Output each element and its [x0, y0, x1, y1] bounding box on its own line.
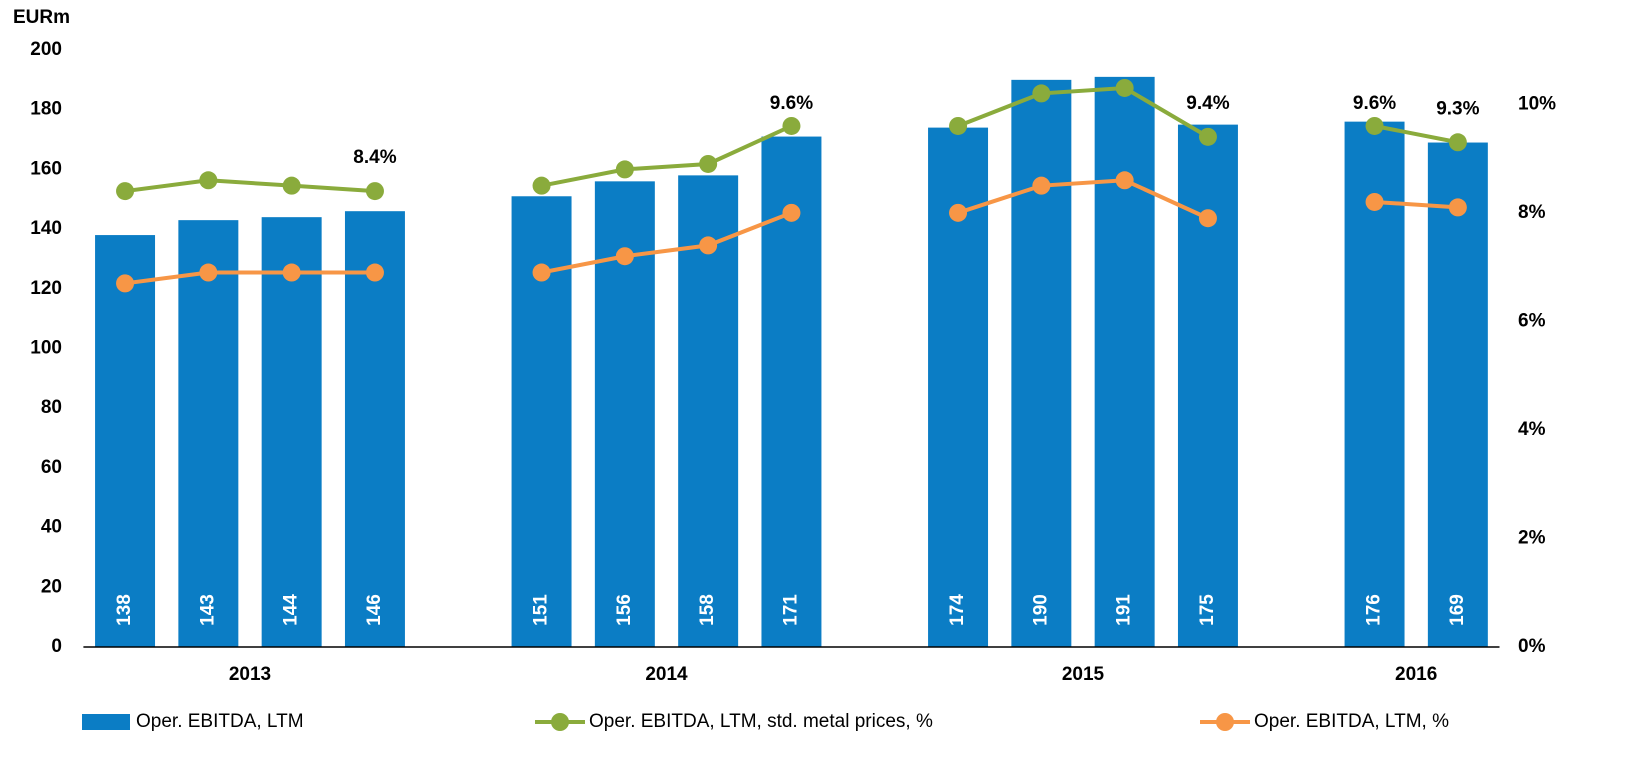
bar-value-label: 169: [1447, 594, 1468, 626]
y2-tick-label: 10%: [1518, 93, 1556, 114]
y-tick-label: 60: [41, 457, 62, 478]
marker: [699, 236, 718, 255]
y-tick-label: 20: [41, 576, 62, 597]
x-group-label: 2014: [645, 664, 688, 685]
bar-value-label: 146: [364, 594, 385, 626]
bar-value-label: 156: [614, 594, 635, 626]
marker: [1365, 192, 1384, 211]
bar-value-label: 175: [1197, 594, 1218, 626]
marker: [1198, 127, 1217, 146]
bar-value-label: 138: [114, 594, 135, 626]
bar: [261, 217, 322, 647]
bar-value-label: 171: [780, 594, 801, 626]
x-group-label: 2013: [229, 664, 271, 685]
marker: [1448, 198, 1467, 217]
marker: [199, 171, 218, 190]
marker: [949, 203, 968, 222]
y-tick-label: 40: [41, 517, 62, 538]
y2-tick-label: 8%: [1518, 202, 1546, 223]
marker: [1448, 133, 1467, 152]
data-label: 9.6%: [770, 93, 813, 114]
bar: [1177, 124, 1238, 647]
bar: [178, 220, 239, 647]
marker: [949, 116, 968, 135]
marker: [782, 203, 801, 222]
y-tick-label: 200: [30, 39, 62, 60]
marker: [1365, 116, 1384, 135]
y-axis-label: EURm: [13, 7, 70, 28]
legend-label: Oper. EBITDA, LTM, std. metal prices, %: [589, 711, 933, 732]
legend-label: Oper. EBITDA, LTM, %: [1254, 711, 1449, 732]
y-tick-label: 180: [30, 99, 62, 120]
y-tick-label: 80: [41, 397, 62, 418]
bar-value-label: 191: [1114, 594, 1135, 626]
marker: [1032, 84, 1051, 103]
x-group-label: 2015: [1062, 664, 1105, 685]
marker: [282, 176, 301, 195]
y2-tick-label: 0%: [1518, 636, 1546, 657]
legend-label: Oper. EBITDA, LTM: [136, 711, 304, 732]
marker: [116, 274, 135, 293]
marker: [1115, 171, 1134, 190]
bar: [344, 211, 405, 647]
marker: [365, 182, 384, 201]
bar-value-label: 143: [197, 594, 218, 626]
bar: [1427, 142, 1488, 647]
y-tick-label: 140: [30, 218, 62, 239]
bar: [95, 235, 156, 647]
data-label: 9.3%: [1436, 98, 1479, 119]
line: [124, 85, 1459, 194]
bar-value-label: 158: [697, 594, 718, 626]
y2-tick-label: 4%: [1518, 419, 1546, 440]
marker: [699, 154, 718, 173]
bar-value-label: 151: [531, 594, 552, 626]
bar: [1011, 79, 1072, 648]
marker: [1198, 209, 1217, 228]
marker: [615, 160, 634, 179]
bar-value-label: 174: [947, 594, 968, 626]
bar-value-label: 176: [1364, 594, 1385, 626]
y-tick-label: 160: [30, 158, 62, 179]
marker: [116, 182, 135, 201]
marker: [532, 176, 551, 195]
y2-tick-label: 2%: [1518, 527, 1546, 548]
y-tick-label: 0: [51, 636, 62, 657]
line: [124, 178, 1458, 286]
marker: [1115, 78, 1134, 97]
data-label: 9.6%: [1353, 93, 1396, 114]
marker: [615, 247, 634, 266]
marker: [782, 116, 801, 135]
legend-swatch: [82, 714, 130, 730]
bar: [1094, 76, 1155, 648]
marker: [365, 263, 384, 282]
x-group-label: 2016: [1395, 664, 1437, 685]
y2-tick-label: 6%: [1518, 310, 1546, 331]
y-tick-label: 120: [30, 278, 62, 299]
y-tick-label: 100: [30, 338, 62, 359]
legend-swatch: [551, 713, 569, 731]
bar-value-label: 144: [281, 594, 302, 626]
marker: [199, 263, 218, 282]
bar-value-label: 190: [1030, 594, 1051, 626]
data-label: 9.4%: [1186, 93, 1229, 114]
marker: [282, 263, 301, 282]
legend-swatch: [1216, 713, 1234, 731]
data-label: 8.4%: [353, 147, 396, 168]
marker: [1032, 176, 1051, 195]
marker: [532, 263, 551, 282]
